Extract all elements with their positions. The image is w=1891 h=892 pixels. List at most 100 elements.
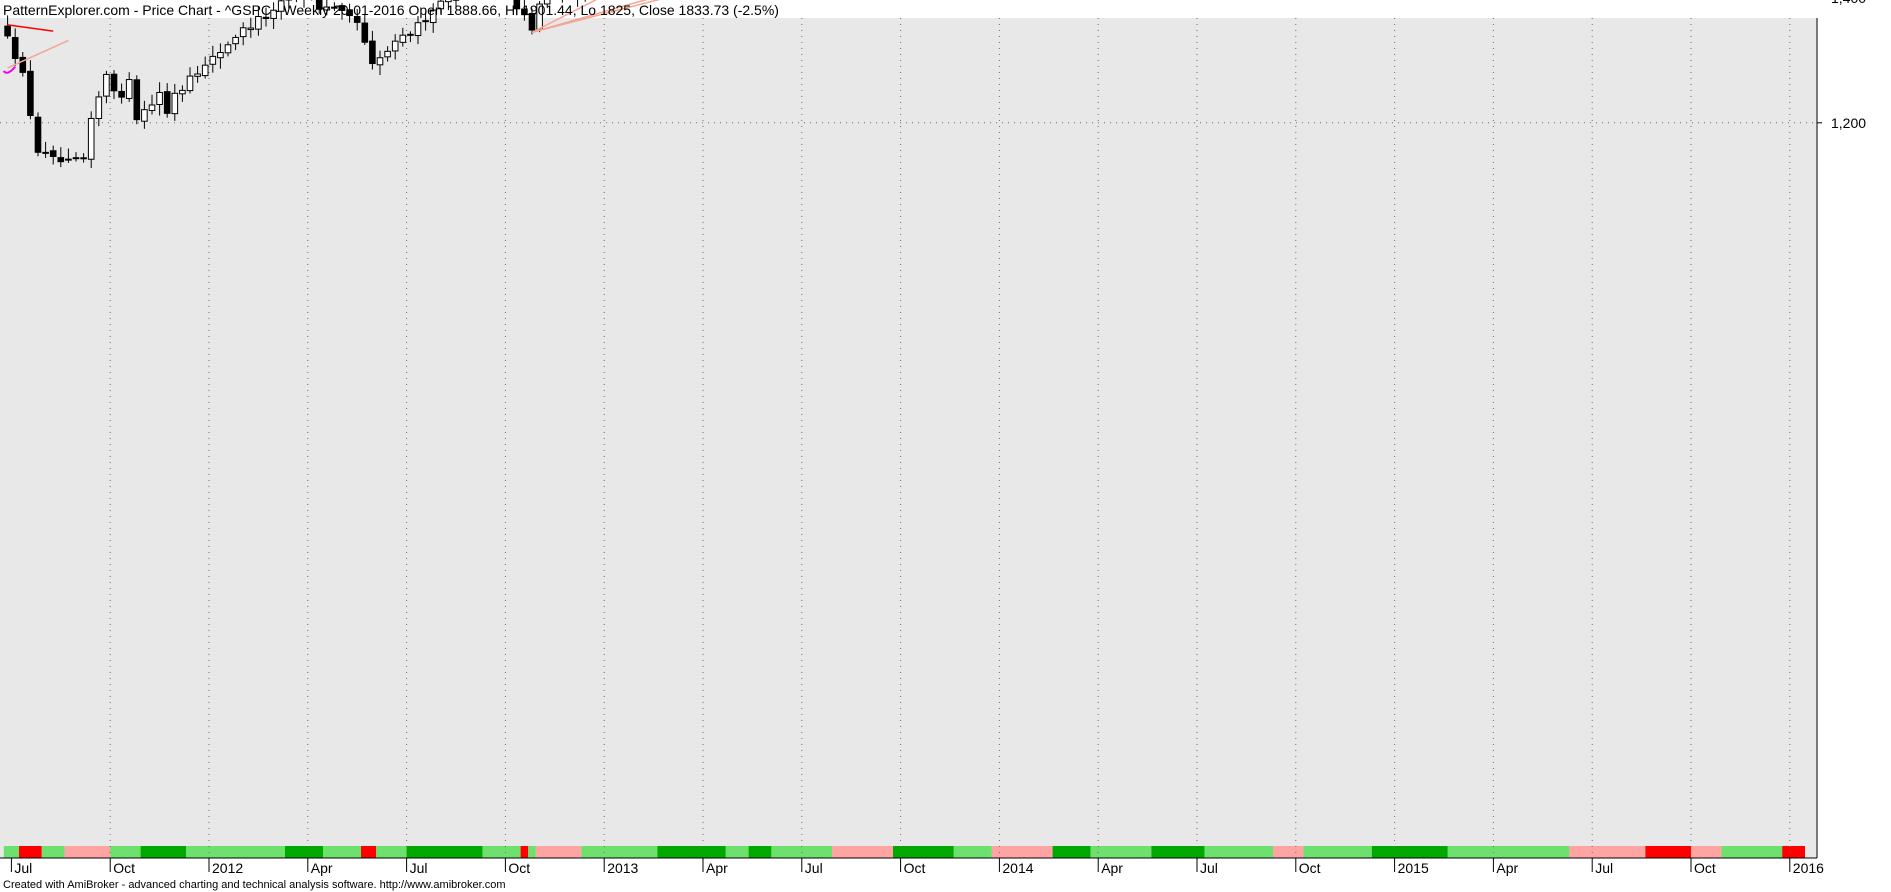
candle-body [57, 157, 65, 163]
candle-body [11, 37, 19, 59]
candlestick [57, 147, 65, 168]
status-segment [581, 846, 658, 858]
candlestick [224, 41, 232, 57]
candle-body [110, 73, 118, 92]
early-arc [2, 66, 16, 74]
x-tick-label: 2015 [1398, 860, 1429, 876]
status-segment [991, 846, 1053, 858]
status-segment [140, 846, 187, 858]
status-segment [406, 846, 483, 858]
candlestick [194, 65, 201, 83]
x-tick-label: Jul [1595, 860, 1613, 876]
candle-body [247, 27, 255, 31]
candle-body [521, 8, 528, 16]
candlestick [528, 8, 536, 35]
status-segment [482, 846, 521, 858]
candle-body [399, 34, 407, 43]
status-segment [376, 846, 407, 858]
candlestick [19, 52, 27, 77]
x-tick-label: Apr [1496, 860, 1518, 876]
candlestick [217, 43, 224, 69]
candle-body [315, 0, 323, 10]
grid [0, 18, 1817, 858]
candlestick [346, 3, 353, 23]
status-segment [1782, 846, 1805, 858]
y-tick-label: 1,200 [1831, 115, 1866, 131]
candlestick [414, 15, 422, 45]
x-tick-label: Jul [410, 860, 428, 876]
candle-body [277, 0, 285, 12]
chart-title: PatternExplorer.com - Price Chart - ^GSP… [3, 2, 779, 18]
status-segment [528, 846, 536, 858]
candle-body [133, 79, 141, 121]
candle-body [171, 92, 179, 115]
candlestick [133, 75, 141, 125]
status-segment [110, 846, 141, 858]
candle-body [414, 22, 422, 37]
candle-body [156, 91, 163, 105]
candlestick [353, 9, 361, 31]
candle-body [239, 27, 247, 38]
x-tick-label: Apr [311, 860, 333, 876]
candlestick [87, 111, 95, 168]
candlestick [331, 2, 338, 12]
candle-body [437, 0, 445, 10]
candlestick [285, 0, 293, 9]
candle-body [27, 70, 34, 116]
candle-body [528, 12, 536, 31]
status-segment [832, 846, 893, 858]
candlestick [543, 0, 551, 8]
candle-body [255, 16, 262, 30]
candle-body [422, 20, 429, 23]
candle-body [369, 40, 376, 65]
candlestick [452, 0, 460, 7]
candle-body [346, 9, 353, 17]
candle-body [384, 50, 391, 58]
status-segment [1691, 846, 1722, 858]
candle-body [232, 36, 239, 45]
status-segment [893, 846, 954, 858]
status-segment [748, 846, 772, 858]
candle-body [186, 75, 194, 92]
candlestick [376, 50, 384, 76]
candlesticks [4, 0, 586, 168]
candlestick [391, 34, 399, 60]
status-segment [1204, 846, 1273, 858]
status-segment [1721, 846, 1783, 858]
candlestick [262, 7, 270, 27]
candle-body [4, 25, 11, 37]
candle-body [95, 96, 103, 119]
candle-body [217, 52, 224, 59]
status-segment [19, 846, 42, 858]
candlestick [270, 2, 277, 30]
candlestick [125, 72, 133, 102]
candle-body [331, 6, 338, 9]
candle-body [338, 5, 346, 11]
x-tick-label: Jul [805, 860, 823, 876]
candle-body [262, 16, 270, 20]
candlestick [315, 0, 323, 14]
status-segment [64, 846, 111, 858]
status-segment [41, 846, 65, 858]
x-tick-label: Apr [1101, 860, 1123, 876]
candle-body [49, 150, 57, 157]
candlestick [239, 22, 247, 46]
candlestick [399, 27, 407, 47]
y-tick-label: 1,400 [1831, 0, 1866, 6]
candlestick [171, 83, 179, 121]
candlestick [65, 148, 72, 163]
candlestick [72, 152, 80, 162]
candlestick [179, 85, 186, 102]
candle-body [224, 44, 232, 54]
candle-body [80, 157, 87, 160]
candlestick [369, 30, 376, 70]
candle-body [201, 64, 209, 77]
candle-body [445, 0, 452, 3]
status-segment [953, 846, 992, 858]
candle-body [179, 89, 186, 95]
x-tick-label: Jul [14, 860, 32, 876]
candlestick [232, 34, 239, 51]
candle-body [148, 104, 156, 111]
